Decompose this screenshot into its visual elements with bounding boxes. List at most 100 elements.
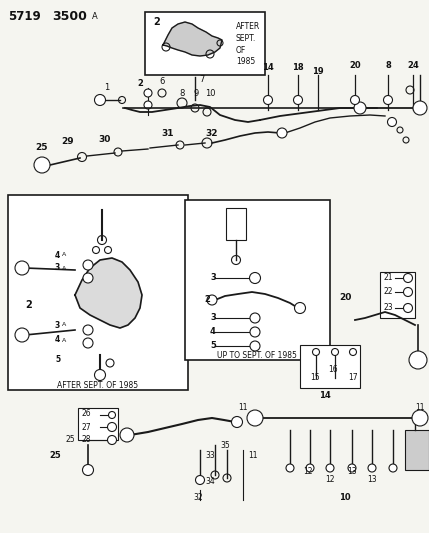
Text: 2: 2 (137, 78, 143, 87)
Text: 32: 32 (206, 128, 218, 138)
Circle shape (306, 464, 314, 472)
Text: 26: 26 (82, 409, 92, 418)
Text: 6: 6 (159, 77, 165, 86)
Text: 32: 32 (193, 494, 203, 503)
Text: 4: 4 (55, 251, 60, 260)
Text: 30: 30 (99, 135, 111, 144)
Text: 3: 3 (210, 313, 216, 322)
Text: 17: 17 (348, 374, 358, 383)
Circle shape (350, 349, 356, 356)
Text: 13: 13 (367, 475, 377, 484)
Text: 19: 19 (312, 68, 324, 77)
Circle shape (250, 341, 260, 351)
Text: 14: 14 (319, 391, 331, 400)
Text: UP TO SEPT. OF 1985: UP TO SEPT. OF 1985 (217, 351, 297, 359)
Bar (78, 408, 118, 440)
Text: A: A (62, 337, 66, 343)
Circle shape (404, 273, 413, 282)
Bar (226, 208, 246, 240)
Circle shape (232, 416, 242, 427)
Circle shape (15, 261, 29, 275)
Circle shape (83, 273, 93, 283)
Text: 3500: 3500 (52, 10, 87, 23)
Circle shape (144, 101, 152, 109)
Polygon shape (163, 22, 222, 56)
Circle shape (387, 117, 396, 126)
Text: 8: 8 (385, 61, 391, 69)
Bar (8, 195, 188, 390)
Text: 12: 12 (303, 467, 313, 477)
Circle shape (94, 369, 106, 381)
Text: 4: 4 (210, 327, 216, 336)
Text: 10: 10 (205, 88, 215, 98)
Text: A: A (62, 322, 66, 327)
Text: 9: 9 (193, 88, 199, 98)
Circle shape (412, 410, 428, 426)
Text: AFTER
SEPT.
OF
1985: AFTER SEPT. OF 1985 (236, 22, 260, 67)
Text: 34: 34 (205, 478, 215, 487)
Circle shape (94, 94, 106, 106)
Text: 35: 35 (220, 440, 230, 449)
Circle shape (348, 464, 356, 472)
Circle shape (293, 95, 302, 104)
Text: 4: 4 (55, 335, 60, 344)
Text: 20: 20 (339, 294, 351, 303)
Circle shape (294, 303, 305, 313)
Text: 27: 27 (82, 423, 92, 432)
Circle shape (247, 410, 263, 426)
Text: 31: 31 (162, 128, 174, 138)
Circle shape (354, 102, 366, 114)
Text: 2: 2 (153, 17, 160, 27)
Text: 3: 3 (210, 273, 216, 282)
Circle shape (109, 411, 115, 418)
Text: 2: 2 (25, 300, 32, 310)
Text: 21: 21 (383, 273, 393, 282)
Circle shape (250, 272, 260, 284)
Bar (145, 12, 265, 75)
Circle shape (368, 464, 376, 472)
Text: 28: 28 (82, 435, 91, 445)
Text: A: A (62, 265, 66, 271)
Text: 33: 33 (205, 450, 215, 459)
Bar (185, 200, 330, 360)
Text: 1: 1 (104, 84, 110, 93)
Text: 25: 25 (36, 143, 48, 152)
Bar (300, 345, 360, 388)
Text: 13: 13 (347, 467, 357, 477)
Text: A: A (62, 253, 66, 257)
Polygon shape (75, 258, 142, 328)
Circle shape (82, 464, 94, 475)
Text: 18: 18 (292, 63, 304, 72)
Text: 5719: 5719 (8, 10, 41, 23)
Circle shape (286, 464, 294, 472)
Text: 3: 3 (55, 263, 60, 272)
Circle shape (196, 475, 205, 484)
Circle shape (404, 287, 413, 296)
Text: 5: 5 (210, 342, 216, 351)
Text: 3: 3 (55, 320, 60, 329)
Circle shape (144, 89, 152, 97)
Circle shape (83, 325, 93, 335)
Text: 20: 20 (349, 61, 361, 69)
Text: A: A (92, 12, 98, 21)
Text: 2: 2 (204, 295, 210, 304)
Text: 14: 14 (262, 63, 274, 72)
Circle shape (389, 464, 397, 472)
Text: 24: 24 (407, 61, 419, 69)
Circle shape (34, 157, 50, 173)
Text: 12: 12 (325, 475, 335, 484)
Circle shape (350, 95, 360, 104)
Circle shape (120, 428, 134, 442)
Text: 11: 11 (415, 403, 425, 413)
Circle shape (384, 95, 393, 104)
Circle shape (83, 260, 93, 270)
Text: 22: 22 (383, 287, 393, 296)
Circle shape (250, 327, 260, 337)
Text: 8: 8 (179, 88, 185, 98)
Circle shape (207, 295, 217, 305)
Text: AFTER SEPT. OF 1985: AFTER SEPT. OF 1985 (57, 381, 139, 390)
Circle shape (108, 435, 117, 445)
Bar (405, 430, 429, 470)
Text: 29: 29 (62, 138, 74, 147)
Circle shape (15, 328, 29, 342)
